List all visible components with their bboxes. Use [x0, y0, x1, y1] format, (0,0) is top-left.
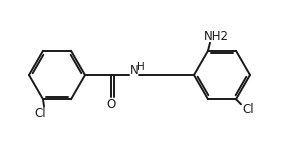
Text: H: H	[137, 62, 145, 72]
Text: N: N	[129, 64, 139, 77]
Text: NH2: NH2	[203, 30, 228, 43]
Text: O: O	[107, 98, 116, 111]
Text: Cl: Cl	[242, 103, 254, 116]
Text: Cl: Cl	[34, 107, 46, 120]
